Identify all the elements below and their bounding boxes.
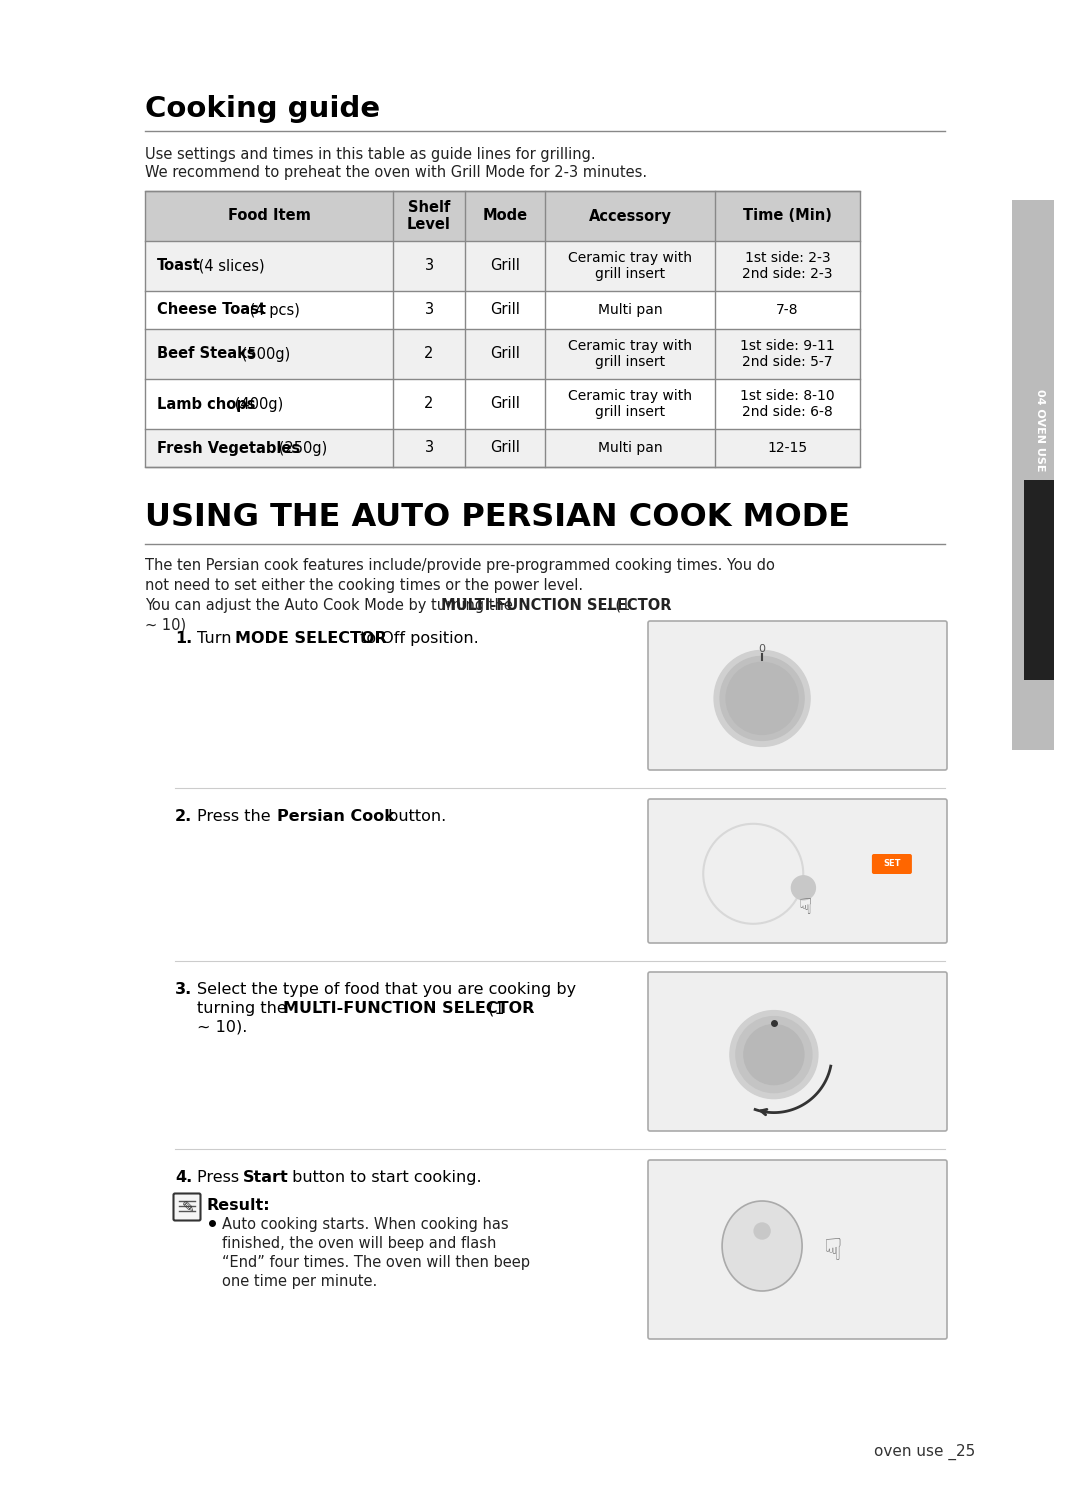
Text: button to start cooking.: button to start cooking. <box>287 1170 482 1185</box>
Text: (1: (1 <box>483 1000 504 1015</box>
FancyBboxPatch shape <box>648 620 947 769</box>
Text: to Off position.: to Off position. <box>355 631 478 646</box>
Text: Grill: Grill <box>490 258 519 273</box>
Text: MODE SELECTOR: MODE SELECTOR <box>235 631 387 646</box>
Text: ☟: ☟ <box>824 1236 842 1266</box>
Text: Start: Start <box>243 1170 288 1185</box>
Bar <box>145 191 860 242</box>
Text: “End” four times. The oven will then beep: “End” four times. The oven will then bee… <box>222 1255 530 1270</box>
Bar <box>145 291 860 330</box>
Text: 1st side: 8-10
2nd side: 6-8: 1st side: 8-10 2nd side: 6-8 <box>740 389 835 419</box>
Text: Grill: Grill <box>490 397 519 412</box>
Circle shape <box>720 656 805 741</box>
Text: ✎: ✎ <box>181 1200 194 1215</box>
Text: ~ 10).: ~ 10). <box>197 1020 247 1035</box>
Text: Fresh Vegetables: Fresh Vegetables <box>157 440 300 455</box>
Text: not need to set either the cooking times or the power level.: not need to set either the cooking times… <box>145 579 583 593</box>
Text: Multi pan: Multi pan <box>597 441 662 455</box>
Text: Press the: Press the <box>197 810 275 825</box>
Text: Mode: Mode <box>483 209 527 224</box>
Text: Shelf
Level: Shelf Level <box>407 200 451 233</box>
Text: (400g): (400g) <box>230 397 283 412</box>
FancyBboxPatch shape <box>872 854 912 874</box>
Text: . (1: . (1 <box>607 598 631 613</box>
Text: 4.: 4. <box>175 1170 192 1185</box>
Text: Turn: Turn <box>197 631 237 646</box>
Text: You can adjust the Auto Cook Mode by turning the: You can adjust the Auto Cook Mode by tur… <box>145 598 517 613</box>
Text: MULTI-FUNCTION SELECTOR: MULTI-FUNCTION SELECTOR <box>442 598 672 613</box>
Text: Ceramic tray with
grill insert: Ceramic tray with grill insert <box>568 338 692 370</box>
Text: 3: 3 <box>424 258 433 273</box>
Text: button.: button. <box>383 810 446 825</box>
Text: Use settings and times in this table as guide lines for grilling.: Use settings and times in this table as … <box>145 148 596 163</box>
Bar <box>145 379 860 429</box>
Text: 3: 3 <box>424 440 433 455</box>
Text: Accessory: Accessory <box>589 209 672 224</box>
Text: Cheese Toast: Cheese Toast <box>157 303 266 318</box>
Text: Grill: Grill <box>490 346 519 361</box>
Text: Auto cooking starts. When cooking has: Auto cooking starts. When cooking has <box>222 1217 509 1232</box>
Bar <box>1024 480 1054 680</box>
Text: ~ 10): ~ 10) <box>145 617 186 634</box>
FancyBboxPatch shape <box>648 799 947 942</box>
Circle shape <box>754 1223 770 1239</box>
Bar <box>145 330 860 379</box>
Text: Select the type of food that you are cooking by: Select the type of food that you are coo… <box>197 983 576 997</box>
Text: Food Item: Food Item <box>228 209 310 224</box>
Text: one time per minute.: one time per minute. <box>222 1273 377 1290</box>
FancyBboxPatch shape <box>648 1160 947 1339</box>
Bar <box>1012 200 1054 750</box>
Text: 1.: 1. <box>175 631 192 646</box>
Text: 2.: 2. <box>175 810 192 825</box>
Circle shape <box>792 875 815 899</box>
Text: turning the: turning the <box>197 1000 292 1015</box>
Text: Persian Cook: Persian Cook <box>276 810 395 825</box>
Text: USING THE AUTO PERSIAN COOK MODE: USING THE AUTO PERSIAN COOK MODE <box>145 502 850 532</box>
Bar <box>145 429 860 467</box>
Text: 7-8: 7-8 <box>777 303 799 318</box>
FancyBboxPatch shape <box>174 1193 201 1221</box>
Bar <box>145 191 860 467</box>
Text: (250g): (250g) <box>274 440 327 455</box>
Text: finished, the oven will beep and flash: finished, the oven will beep and flash <box>222 1236 497 1251</box>
Text: We recommend to preheat the oven with Grill Mode for 2-3 minutes.: We recommend to preheat the oven with Gr… <box>145 166 647 180</box>
Circle shape <box>714 650 810 747</box>
Text: 04 OVEN USE: 04 OVEN USE <box>1035 389 1045 471</box>
Text: Beef Steaks: Beef Steaks <box>157 346 256 361</box>
Text: (500g): (500g) <box>238 346 291 361</box>
Ellipse shape <box>723 1200 802 1291</box>
Text: Lamb chops: Lamb chops <box>157 397 256 412</box>
Bar <box>145 242 860 291</box>
Text: Grill: Grill <box>490 440 519 455</box>
Text: 12-15: 12-15 <box>768 441 808 455</box>
Text: (4 pcs): (4 pcs) <box>244 303 299 318</box>
Circle shape <box>744 1024 804 1084</box>
Text: 1st side: 9-11
2nd side: 5-7: 1st side: 9-11 2nd side: 5-7 <box>740 338 835 370</box>
Text: 2: 2 <box>424 397 434 412</box>
Text: SET: SET <box>883 859 901 868</box>
Circle shape <box>730 1011 818 1099</box>
FancyBboxPatch shape <box>648 972 947 1132</box>
Text: MULTI-FUNCTION SELECTOR: MULTI-FUNCTION SELECTOR <box>283 1000 535 1015</box>
Text: Grill: Grill <box>490 303 519 318</box>
Text: 1st side: 2-3
2nd side: 2-3: 1st side: 2-3 2nd side: 2-3 <box>742 250 833 282</box>
Text: Multi pan: Multi pan <box>597 303 662 318</box>
Text: ☟: ☟ <box>798 898 812 918</box>
Text: The ten Persian cook features include/provide pre-programmed cooking times. You : The ten Persian cook features include/pr… <box>145 558 774 573</box>
Text: Ceramic tray with
grill insert: Ceramic tray with grill insert <box>568 389 692 419</box>
Text: Time (Min): Time (Min) <box>743 209 832 224</box>
Text: (4 slices): (4 slices) <box>193 258 265 273</box>
Text: 3.: 3. <box>175 983 192 997</box>
Text: Result:: Result: <box>207 1197 271 1214</box>
Text: Ceramic tray with
grill insert: Ceramic tray with grill insert <box>568 250 692 282</box>
Text: Cooking guide: Cooking guide <box>145 95 380 122</box>
Circle shape <box>735 1017 812 1093</box>
Text: 0: 0 <box>758 644 766 655</box>
Text: Press: Press <box>197 1170 244 1185</box>
Circle shape <box>726 662 798 735</box>
Text: 2: 2 <box>424 346 434 361</box>
Text: oven use _25: oven use _25 <box>874 1443 975 1460</box>
Text: 3: 3 <box>424 303 433 318</box>
Text: Toast: Toast <box>157 258 201 273</box>
